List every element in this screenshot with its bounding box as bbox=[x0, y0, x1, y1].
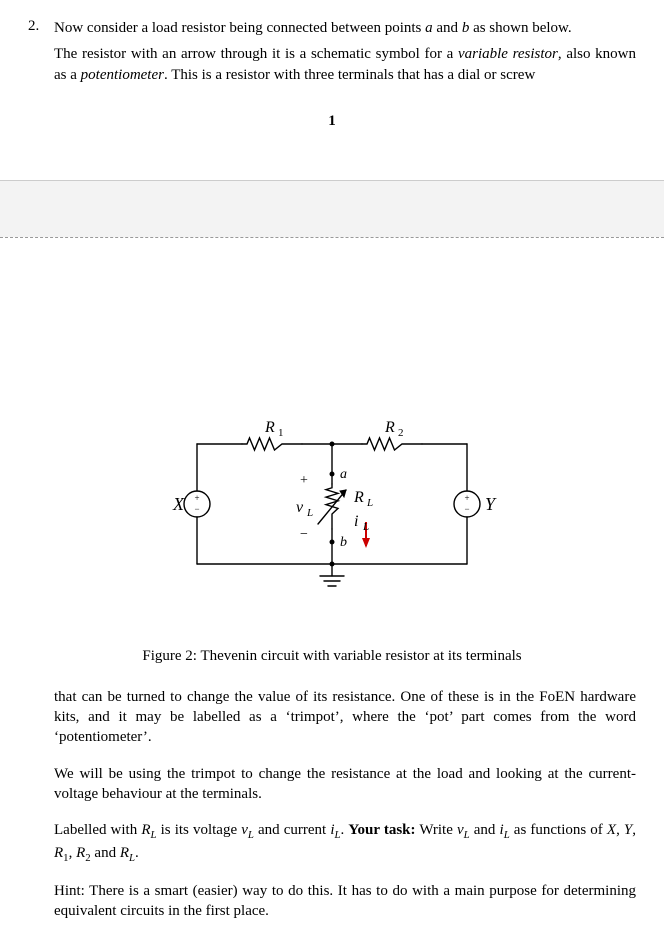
svg-text:+: + bbox=[300, 473, 308, 488]
sym-vL: v bbox=[241, 822, 248, 838]
text: , bbox=[632, 822, 636, 838]
sym-Y: Y bbox=[624, 822, 632, 838]
page-gap bbox=[0, 181, 664, 237]
svg-text:1: 1 bbox=[278, 427, 284, 439]
svg-text:i: i bbox=[354, 513, 358, 530]
svg-text:X: X bbox=[172, 494, 185, 514]
text: as shown below. bbox=[469, 20, 571, 36]
text: , bbox=[69, 845, 77, 861]
para-4: We will be using the trimpot to change t… bbox=[54, 764, 636, 805]
text: and bbox=[433, 20, 462, 36]
sym-RL2: R bbox=[120, 845, 129, 861]
text: and bbox=[470, 822, 500, 838]
sym-RL: R bbox=[141, 822, 150, 838]
para-1: Now consider a load resistor being conne… bbox=[54, 18, 636, 38]
para-2: The resistor with an arrow through it is… bbox=[54, 44, 636, 85]
sym-vL2: v bbox=[457, 822, 464, 838]
text: is its voltage bbox=[157, 822, 242, 838]
svg-text:L: L bbox=[362, 521, 369, 533]
figure-2: +−X+−YR1R2aRLb+vL−iL bbox=[28, 404, 636, 624]
svg-text:−: − bbox=[300, 527, 308, 542]
whitespace bbox=[0, 238, 664, 378]
svg-text:v: v bbox=[296, 499, 304, 516]
term-potentiometer: potentiometer bbox=[81, 67, 164, 83]
circuit-diagram: +−X+−YR1R2aRLb+vL−iL bbox=[147, 404, 517, 624]
svg-text:R: R bbox=[384, 419, 395, 436]
sym-R2: R bbox=[76, 845, 85, 861]
svg-text:−: − bbox=[194, 504, 199, 514]
var-a: a bbox=[425, 20, 433, 36]
text: Labelled with bbox=[54, 822, 141, 838]
svg-text:+: + bbox=[464, 493, 469, 503]
svg-text:R: R bbox=[353, 489, 364, 506]
svg-text:b: b bbox=[340, 535, 347, 550]
svg-text:+: + bbox=[194, 493, 199, 503]
page-number: 1 bbox=[28, 113, 636, 130]
para-6: Hint: There is a smart (easier) way to d… bbox=[54, 881, 636, 922]
svg-text:Y: Y bbox=[485, 494, 497, 514]
svg-text:L: L bbox=[366, 497, 373, 509]
text: The resistor with an arrow through it is… bbox=[54, 46, 458, 62]
text: as functions of bbox=[510, 822, 607, 838]
question-number: 2. bbox=[28, 18, 54, 91]
text: . bbox=[135, 845, 139, 861]
page-bottom: +−X+−YR1R2aRLb+vL−iL Figure 2: Thevenin … bbox=[0, 378, 664, 952]
figure-caption: Figure 2: Thevenin circuit with variable… bbox=[28, 648, 636, 665]
continuation-body: that can be turned to change the value o… bbox=[28, 687, 636, 922]
page-top: 2. Now consider a load resistor being co… bbox=[0, 0, 664, 180]
term-variable-resistor: variable resistor bbox=[458, 46, 558, 62]
text: and bbox=[91, 845, 120, 861]
svg-text:a: a bbox=[340, 467, 347, 482]
text: . This is a resistor with three terminal… bbox=[164, 67, 535, 83]
text: and current bbox=[254, 822, 330, 838]
sym-X: X bbox=[607, 822, 616, 838]
svg-text:L: L bbox=[306, 507, 313, 519]
svg-text:2: 2 bbox=[398, 427, 404, 439]
text: Write bbox=[416, 822, 457, 838]
text: , bbox=[616, 822, 624, 838]
para-5: Labelled with RL is its voltage vL and c… bbox=[54, 820, 636, 865]
question-block: 2. Now consider a load resistor being co… bbox=[28, 18, 636, 91]
svg-text:R: R bbox=[264, 419, 275, 436]
your-task: Your task: bbox=[348, 822, 415, 838]
question-body: Now consider a load resistor being conne… bbox=[54, 18, 636, 91]
sym-R1: R bbox=[54, 845, 63, 861]
para-3: that can be turned to change the value o… bbox=[54, 687, 636, 748]
text: Now consider a load resistor being conne… bbox=[54, 20, 425, 36]
svg-text:−: − bbox=[464, 504, 469, 514]
